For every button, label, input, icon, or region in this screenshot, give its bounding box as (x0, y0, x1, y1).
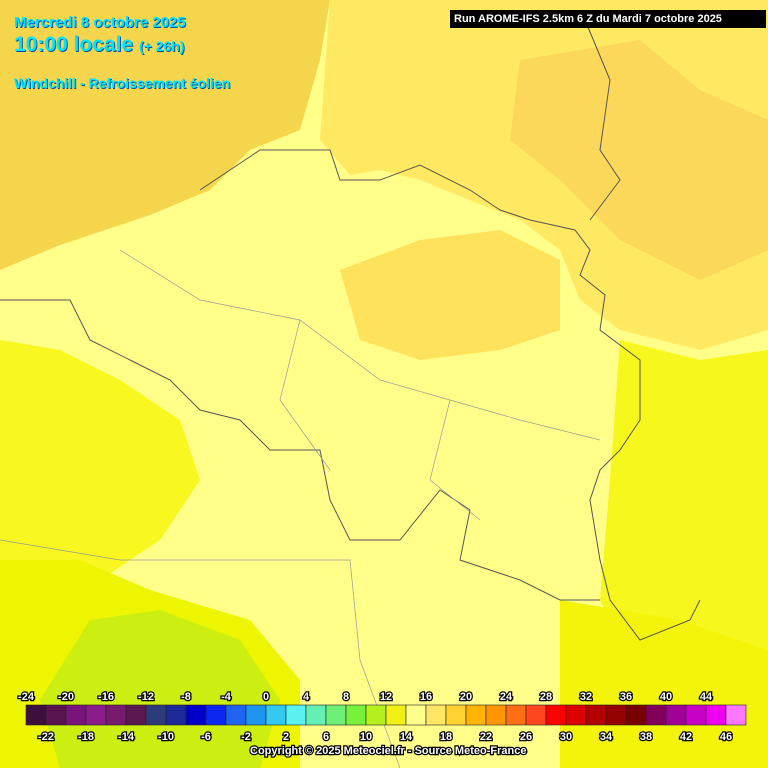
legend-swatch (325, 704, 347, 726)
legend-label: 32 (580, 691, 592, 703)
time-text: 10:00 locale (14, 33, 134, 56)
legend-label: -20 (58, 691, 74, 703)
legend-swatch (665, 704, 687, 726)
legend-swatch (185, 704, 207, 726)
legend-swatch (525, 704, 547, 726)
legend-label: 18 (440, 731, 452, 743)
time: 10:00 locale (+ 26h) (14, 33, 184, 57)
legend-label: -8 (181, 691, 191, 703)
legend-swatch (625, 704, 647, 726)
border (0, 299, 600, 601)
legend-label: 10 (360, 731, 372, 743)
legend-swatch (365, 704, 387, 726)
legend-swatch (725, 704, 747, 726)
legend-label: 0 (263, 691, 269, 703)
region-line (279, 319, 481, 521)
legend-swatch (225, 704, 247, 726)
legend-swatch (705, 704, 727, 726)
legend-swatch (465, 704, 487, 726)
legend-swatch (85, 704, 107, 726)
legend-label: 4 (303, 691, 310, 703)
legend-swatch (505, 704, 527, 726)
legend-swatch (25, 704, 47, 726)
legend-label: -4 (221, 691, 232, 703)
legend-label: 14 (400, 731, 413, 743)
parameter: Windchill - Refroissement éolien (14, 75, 231, 91)
legend-swatch (605, 704, 627, 726)
legend-label: 34 (600, 731, 613, 743)
legend-label: -6 (201, 731, 211, 743)
legend-label: 22 (480, 731, 492, 743)
warm-zone (510, 40, 768, 280)
legend-label: 30 (560, 731, 572, 743)
legend-label: -16 (98, 691, 114, 703)
legend-label: 36 (620, 691, 632, 703)
legend-label: -14 (118, 731, 135, 743)
warm-zone (340, 230, 560, 360)
legend-swatch (405, 704, 427, 726)
region-line (119, 249, 601, 441)
copyright: Copyright © 2025 Meteociel.fr - Source M… (250, 745, 526, 757)
legend-label: -18 (78, 731, 94, 743)
cool-zone (0, 340, 200, 600)
region-line (0, 539, 401, 768)
run-info: Run AROME-IFS 2.5km 6 Z du Mardi 7 octob… (450, 10, 766, 28)
legend-swatch (145, 704, 167, 726)
legend-label: 38 (640, 731, 652, 743)
legend-swatch (485, 704, 507, 726)
legend-swatch (645, 704, 667, 726)
legend-swatch (125, 704, 147, 726)
legend-swatch (245, 704, 267, 726)
legend-label: -12 (138, 691, 154, 703)
sea-area (0, 0, 330, 270)
legend-label: 28 (540, 691, 552, 703)
legend-label: -24 (18, 691, 35, 703)
legend-label: -2 (241, 731, 251, 743)
legend-swatch (65, 704, 87, 726)
legend-swatch (305, 704, 327, 726)
lead-time: (+ 26h) (138, 38, 185, 54)
legend-swatch (545, 704, 567, 726)
date: Mercredi 8 octobre 2025 (14, 14, 186, 31)
legend-swatch (585, 704, 607, 726)
border (199, 149, 701, 641)
cool-zone (560, 600, 768, 768)
legend-swatch (285, 704, 307, 726)
legend-swatch (445, 704, 467, 726)
legend-label: -10 (158, 731, 174, 743)
borders (0, 19, 701, 641)
legend-label: 2 (283, 731, 289, 743)
border (584, 19, 621, 221)
legend-swatch (345, 704, 367, 726)
legend-label: 20 (460, 691, 472, 703)
legend-swatch (265, 704, 287, 726)
legend-swatch (685, 704, 707, 726)
legend-swatch (205, 704, 227, 726)
legend-label: 6 (323, 731, 329, 743)
legend-label: 8 (343, 691, 349, 703)
regions (0, 249, 601, 768)
legend-label: 26 (520, 731, 532, 743)
legend-swatch (385, 704, 407, 726)
legend-swatch (565, 704, 587, 726)
legend-label: 42 (680, 731, 692, 743)
legend-label: -22 (38, 731, 54, 743)
legend-swatch (425, 704, 447, 726)
legend-label: 46 (720, 731, 732, 743)
cool-zone (40, 610, 280, 768)
legend-label: 24 (500, 691, 513, 703)
legend-label: 16 (420, 691, 432, 703)
legend-label: 44 (700, 691, 713, 703)
legend-label: 12 (380, 691, 392, 703)
legend-swatch (165, 704, 187, 726)
legend-label: 40 (660, 691, 672, 703)
legend-swatch (105, 704, 127, 726)
legend-swatch (45, 704, 67, 726)
